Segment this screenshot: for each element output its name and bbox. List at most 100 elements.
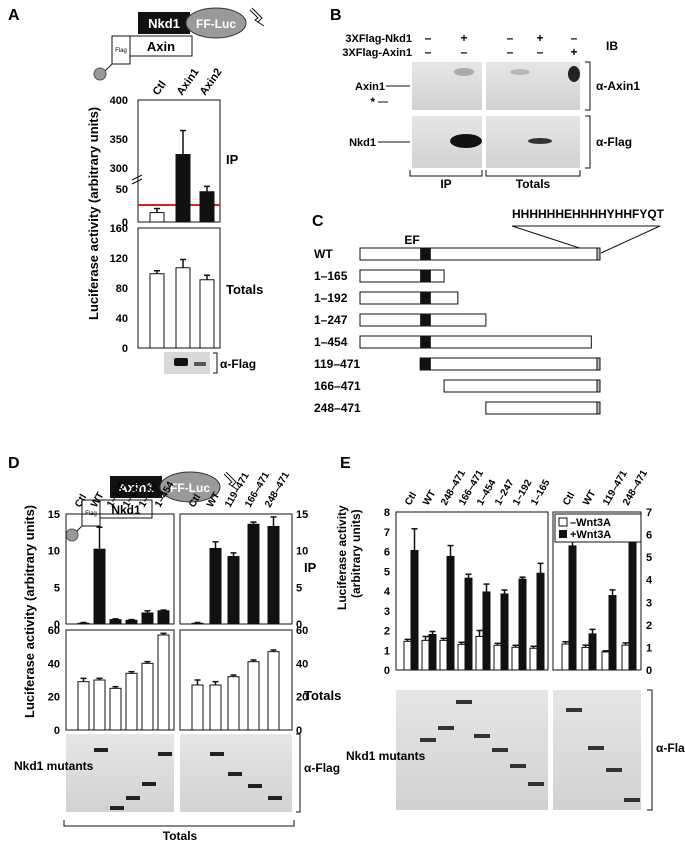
a-tot-tick: 80 bbox=[116, 283, 128, 295]
e-tick-right: 6 bbox=[646, 530, 652, 542]
e-tick: 0 bbox=[384, 665, 390, 677]
a-tot-bar-2 bbox=[199, 279, 215, 349]
e-tick: 8 bbox=[384, 507, 390, 519]
e-legend-swatch-plus bbox=[559, 530, 567, 538]
c-construct-bar bbox=[443, 379, 601, 393]
c-construct-label: 248–471 bbox=[314, 401, 361, 415]
e-left-plus-4 bbox=[482, 591, 491, 671]
b-sign-row2: – bbox=[461, 45, 468, 59]
b-sign-row1: – bbox=[507, 31, 514, 45]
a-totals-ticks: 160 120 80 40 0 bbox=[110, 223, 128, 355]
e-blot-band bbox=[438, 726, 454, 730]
d-tot-tick: 60 bbox=[48, 625, 60, 637]
e-right-minus-0 bbox=[561, 643, 570, 671]
c-ef-domain bbox=[420, 248, 431, 260]
e-blot-band bbox=[528, 782, 544, 786]
d-blot-left bbox=[66, 734, 174, 812]
e-blot-band bbox=[492, 748, 508, 752]
a-tot-bar-1 bbox=[175, 267, 191, 349]
e-left-plus-1 bbox=[428, 633, 437, 671]
c-ef-domain bbox=[420, 358, 431, 370]
e-tick: 1 bbox=[384, 645, 390, 657]
e-ylabel-line-2: (arbitrary units) bbox=[349, 509, 363, 598]
d-blot-band bbox=[268, 796, 282, 800]
e-tick: 2 bbox=[384, 626, 390, 638]
e-cat-label: 1–165 bbox=[529, 478, 553, 508]
d-blot-label-1: Nkd1 mutants bbox=[14, 759, 94, 773]
c-ef-domain bbox=[420, 336, 431, 348]
b-bottom-totals: Totals bbox=[516, 177, 551, 191]
d-ip-left-bar-4 bbox=[141, 612, 154, 625]
e-tick: 5 bbox=[384, 566, 390, 578]
c-ef-label: EF bbox=[404, 233, 419, 247]
a-ylabel: Luciferase activity (arbitrary units) bbox=[86, 107, 101, 320]
e-blot-band bbox=[456, 700, 472, 704]
e-right-plus-0 bbox=[568, 545, 577, 671]
d-tot-tick-right: 20 bbox=[296, 692, 308, 704]
ffluc-label: FF-Luc bbox=[196, 17, 236, 31]
d-tot-left-bar-1 bbox=[93, 679, 106, 731]
e-tick: 3 bbox=[384, 606, 390, 618]
d-bars bbox=[77, 516, 280, 731]
d-blot-band bbox=[158, 752, 172, 756]
d-blot-antibody: α-Flag bbox=[304, 761, 340, 775]
e-cat-label: Ctl bbox=[403, 490, 419, 507]
d-blot-band bbox=[126, 796, 140, 800]
e-tick-right: 7 bbox=[646, 507, 652, 519]
b-sign-row1: – bbox=[571, 31, 578, 45]
d-blot-band bbox=[142, 782, 156, 786]
panel-e: E Ctl WT 248–471166–4711–4541–2471–1921–16… bbox=[335, 455, 685, 811]
e-tick: 6 bbox=[384, 547, 390, 559]
axis-break-mark bbox=[131, 174, 143, 185]
e-right-plus-1 bbox=[588, 633, 597, 671]
e-tick-right: 4 bbox=[646, 575, 653, 587]
d-blot-band bbox=[248, 784, 262, 788]
c-construct-bar bbox=[359, 335, 592, 349]
d-ip-tick-right: 5 bbox=[296, 582, 302, 594]
d-tot-right-bar-2 bbox=[227, 676, 240, 731]
d-ip-label: IP bbox=[304, 560, 317, 575]
d-ip-left-bar-5 bbox=[157, 610, 170, 625]
c-h-domain bbox=[596, 401, 601, 415]
e-left-plus-2 bbox=[446, 555, 455, 671]
e-ylabel-line-1: Luciferase activity bbox=[335, 505, 349, 610]
e-blot-left bbox=[396, 690, 548, 810]
b-bottom-ip: IP bbox=[440, 177, 451, 191]
d-ip-right-bar-2 bbox=[227, 556, 240, 625]
e-blot-band bbox=[420, 738, 436, 742]
d-ip-left-frame bbox=[65, 513, 175, 625]
d-bottom-totals: Totals bbox=[163, 829, 198, 842]
b-sign-row1: – bbox=[425, 31, 432, 45]
e-cat-label: WT bbox=[581, 489, 598, 508]
e-cat-label: WT bbox=[421, 489, 438, 508]
b-sign-grid: – + – + –– – – – + bbox=[425, 31, 578, 59]
b-sign-row1: + bbox=[536, 31, 543, 45]
b-sign-row2: – bbox=[425, 45, 432, 59]
c-h-domain bbox=[596, 379, 601, 393]
c-construct-bar bbox=[419, 357, 601, 371]
e-cat-label: Ctl bbox=[561, 490, 577, 507]
e-tick-right: 2 bbox=[646, 620, 652, 632]
b-row1-label: 3XFlag-Nkd1 bbox=[345, 33, 412, 45]
b-antibody-axin1: α-Axin1 bbox=[596, 79, 640, 93]
bead-icon bbox=[93, 67, 107, 81]
a-ip-tick-350: 350 bbox=[110, 134, 128, 146]
axin-label: Axin bbox=[147, 39, 175, 54]
d-ip-left-bar-1 bbox=[93, 548, 106, 625]
b-band-axin1: Axin1 bbox=[355, 81, 385, 93]
d-ip-tick: 5 bbox=[54, 582, 60, 594]
c-ef-domain bbox=[420, 292, 431, 304]
e-tick-right: 0 bbox=[646, 665, 652, 677]
d-ip-tick: 0 bbox=[54, 619, 60, 631]
a-tot-tick: 160 bbox=[110, 223, 128, 235]
a-ip-tick-0: 0 bbox=[122, 217, 128, 229]
c-construct-bar bbox=[359, 291, 459, 305]
light-bolt-icon bbox=[249, 7, 265, 27]
c-h-domain bbox=[596, 357, 601, 371]
c-construct-label: 1–192 bbox=[314, 291, 348, 305]
a-ip-tick-300: 300 bbox=[110, 163, 128, 175]
e-blot-band bbox=[588, 746, 604, 750]
d-ylabel: Luciferase activity (arbitrary units) bbox=[22, 505, 37, 718]
panel-a-letter: A bbox=[8, 7, 20, 24]
